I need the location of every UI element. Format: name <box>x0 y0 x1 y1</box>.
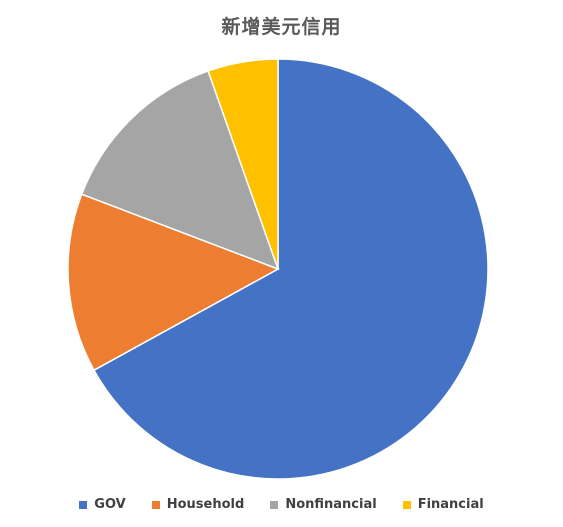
pie-slice-financial <box>207 58 279 270</box>
legend-item-financial: Financial <box>402 497 484 512</box>
chart-title: 新增美元信用 <box>221 16 342 38</box>
legend-swatch-financial <box>402 500 411 509</box>
legend-item-nonfinancial: Nonfinancial <box>270 497 377 512</box>
legend-label-gov: GOV <box>94 497 126 512</box>
legend-swatch-household <box>151 500 160 509</box>
legend-swatch-gov <box>79 500 88 509</box>
legend-swatch-nonfinancial <box>270 500 279 509</box>
legend-label-nonfinancial: Nonfinancial <box>285 497 377 512</box>
legend: GOV Household Nonfinancial Financial <box>0 497 563 512</box>
pie-slice-household <box>67 193 280 372</box>
legend-label-financial: Financial <box>417 497 484 512</box>
pie-slice-gov <box>92 58 489 480</box>
legend-item-gov: GOV <box>79 497 126 512</box>
legend-label-household: Household <box>166 497 245 512</box>
legend-item-household: Household <box>151 497 245 512</box>
pie-slice-nonfinancial <box>80 70 280 271</box>
